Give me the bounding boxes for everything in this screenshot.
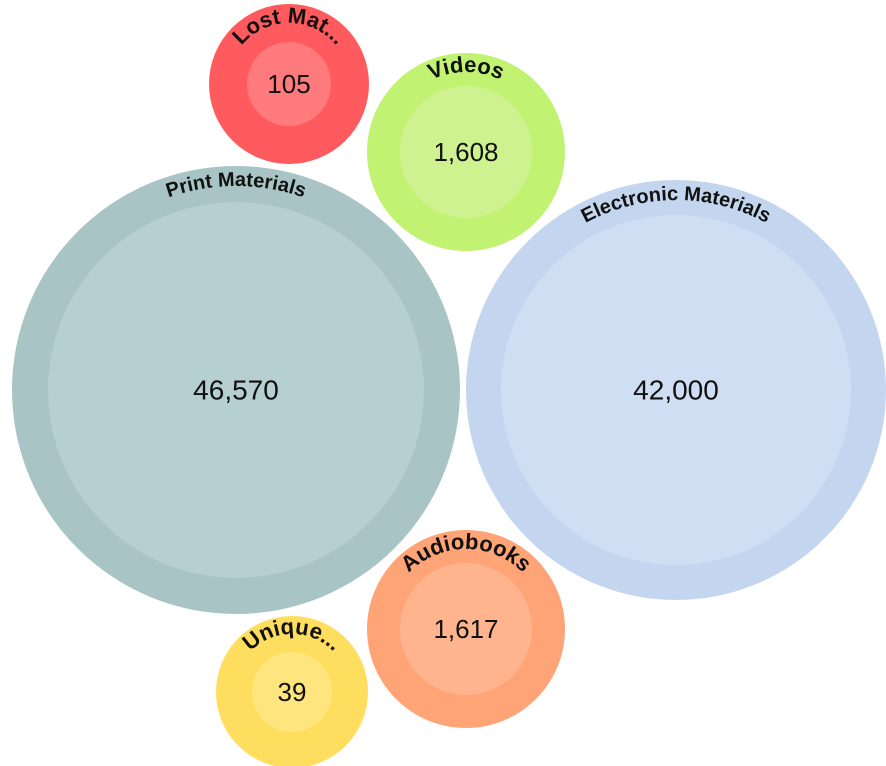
bubble-value-audiobooks: 1,617 xyxy=(433,614,498,644)
bubble-value-electronic-materials: 42,000 xyxy=(633,375,719,406)
bubble-value-lost-mat: 105 xyxy=(267,69,310,99)
bubble-inner-print-materials xyxy=(48,202,424,578)
bubble-inner-unique xyxy=(252,652,332,732)
bubble-value-videos: 1,608 xyxy=(433,137,498,167)
bubble-unique[interactable]: Unique...39 xyxy=(216,614,368,766)
bubble-inner-audiobooks xyxy=(400,563,532,695)
bubble-inner-videos xyxy=(400,86,532,218)
bubble-value-unique: 39 xyxy=(278,677,307,707)
bubble-lost-mat[interactable]: Lost Mat...105 xyxy=(209,2,369,164)
bubble-inner-electronic-materials xyxy=(501,215,851,565)
bubble-inner-lost-mat xyxy=(247,42,331,126)
bubble-value-print-materials: 46,570 xyxy=(193,375,279,406)
